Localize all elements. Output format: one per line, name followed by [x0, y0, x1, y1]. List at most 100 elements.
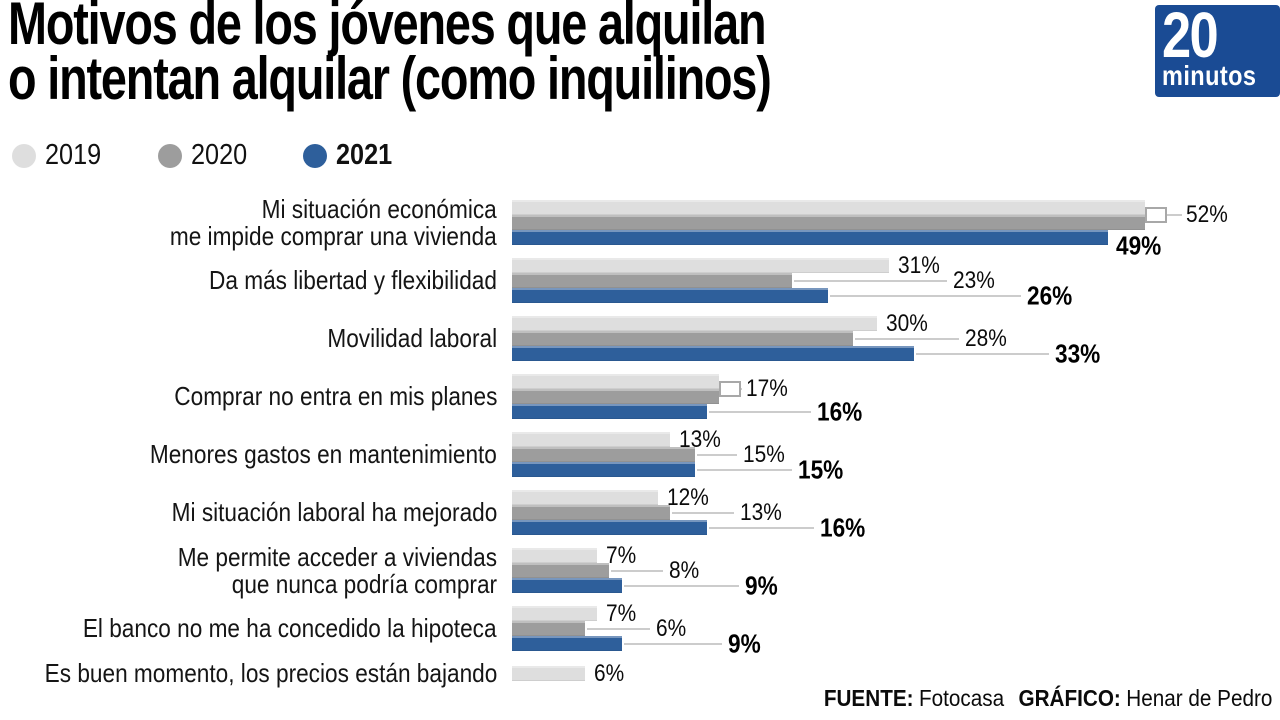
value-label: 15%: [743, 440, 785, 468]
value-label: 13%: [740, 498, 782, 526]
logo-20minutos: 20 minutos: [1155, 0, 1280, 97]
category-label-text: Comprar no entra en mis planes: [173, 381, 497, 411]
legend-item-2020: 2020: [157, 139, 256, 172]
category-label-text: Es buen momento, los precios están bajan…: [44, 658, 497, 688]
category-label: Mi situación laboral ha mejorado: [123, 499, 497, 526]
source-credit: FUENTE: Fotocasa GRÁFICO: Henar de Pedro: [823, 685, 1272, 712]
bar-2019: [512, 490, 658, 505]
category-label-text: Menores gastos en mantenimiento: [149, 439, 497, 469]
leader-line: [624, 584, 739, 587]
legend-item-2021: 2021: [303, 139, 401, 172]
leader-line: [697, 453, 737, 456]
value-label: 17%: [746, 375, 788, 402]
value-label-2021: 9%: [728, 628, 761, 658]
bar-2020: [512, 389, 719, 404]
value-label: 30%: [886, 309, 928, 337]
leader-line: [794, 279, 947, 282]
value-label: 52%: [1186, 201, 1228, 228]
bar-2020: [512, 505, 670, 520]
value-label: 6%: [656, 614, 687, 642]
leader-line: [624, 642, 722, 645]
category-label-text: Da más libertad y flexibilidad: [209, 265, 497, 295]
category-label: Movilidad laboral: [302, 325, 497, 352]
value-label-2021: 33%: [1055, 338, 1101, 368]
value-label: 7%: [606, 599, 637, 627]
category-label-text: El banco no me ha concedido la hipoteca: [83, 613, 497, 643]
bar-2021: [512, 230, 1108, 245]
category-label: Mi situación económica me impide comprar …: [121, 193, 497, 251]
bar-2019: [512, 316, 877, 331]
category-label: El banco no me ha concedido la hipoteca: [21, 615, 497, 642]
leader-line: [611, 569, 663, 572]
leader-line: [709, 526, 814, 529]
bar-2019: [512, 606, 597, 621]
category-label: Es buen momento, los precios están bajan…: [0, 660, 497, 687]
value-label: 12%: [667, 483, 709, 511]
leader-line: [741, 388, 742, 390]
bar-2019: [512, 548, 597, 563]
value-label-2021: 49%: [1116, 230, 1162, 260]
leader-line: [855, 337, 959, 340]
category-label-text: Me permite acceder a viviendas que nunca …: [177, 541, 497, 599]
category-label: Menores gastos en mantenimiento: [98, 441, 497, 468]
bar-2019: [512, 666, 585, 681]
leader-line: [830, 294, 1021, 297]
logo-word: minutos: [1162, 60, 1257, 91]
bar-2019: [512, 258, 889, 273]
value-label-2021: 15%: [798, 454, 844, 484]
legend-label-2020: 2020: [190, 139, 247, 171]
bar-2020: [512, 621, 585, 636]
bar-2020: [512, 563, 609, 578]
leader-line: [697, 468, 792, 471]
category-label: Me permite acceder a viviendas que nunca …: [130, 541, 497, 599]
bar-2019: [512, 374, 719, 389]
bar-2021: [512, 404, 707, 419]
legend-item-2019: 2019: [12, 139, 110, 172]
value-label-2021: 26%: [1027, 280, 1073, 310]
category-label-text: Movilidad laboral: [327, 323, 497, 353]
category-label: Da más libertad y flexibilidad: [166, 267, 497, 294]
bar-2020: [512, 273, 792, 288]
bar-2021: [512, 346, 914, 361]
value-label: 28%: [965, 324, 1007, 352]
category-label-text: Mi situación económica me impide comprar …: [170, 193, 497, 251]
legend-dot-2020-icon: [157, 143, 182, 168]
leader-line: [587, 627, 650, 630]
bar-2020: [512, 215, 1145, 230]
leader-line: [709, 410, 811, 413]
legend-dot-2021-icon: [303, 143, 328, 168]
bar-2020: [512, 447, 695, 462]
value-label: 8%: [669, 556, 700, 584]
value-label: 31%: [898, 251, 940, 279]
page-title-line2: o intentan alquilar (como inquilinos): [8, 45, 772, 112]
legend-label-2019: 2019: [45, 139, 102, 171]
legend-label-2021: 2021: [336, 139, 393, 171]
bar-2021: [512, 636, 622, 651]
bar-2020: [512, 331, 853, 346]
value-label: 7%: [606, 541, 637, 569]
category-label-text: Mi situación laboral ha mejorado: [171, 497, 497, 527]
page-title-line1: Motivos de los jóvenes que alquilan: [8, 0, 767, 57]
value-label-2021: 9%: [745, 570, 778, 600]
bar-2019: [512, 200, 1145, 215]
logo-number: 20: [1162, 0, 1219, 71]
legend-dot-2019-icon: [12, 143, 36, 168]
value-label: 23%: [953, 266, 995, 294]
source-value: Fotocasa: [918, 685, 1004, 711]
leader-line: [672, 511, 734, 514]
bar-2019: [512, 432, 670, 447]
leader-line: [1167, 214, 1182, 216]
legend: 2019 2020 2021: [12, 139, 401, 172]
bar-2021: [512, 520, 707, 535]
bar-2021: [512, 462, 695, 477]
credit-value: Henar de Pedro: [1125, 685, 1272, 711]
page-title: Motivos de los jóvenes que alquilan o in…: [8, 0, 772, 112]
value-label-2021: 16%: [820, 512, 866, 542]
bracket-connector: [719, 381, 741, 397]
source-label: FUENTE:: [823, 685, 914, 711]
bracket-connector: [1145, 207, 1167, 223]
bar-2021: [512, 578, 622, 593]
value-label-2021: 16%: [817, 396, 863, 426]
